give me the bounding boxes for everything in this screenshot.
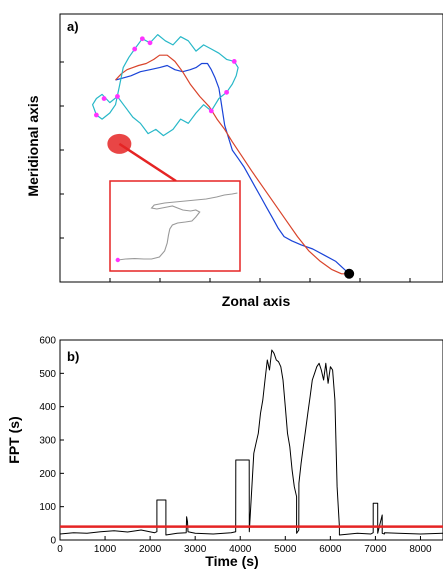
panel-b-ticks: 0 1000 2000 3000 4000 5000 6000 7000 8000 0 100 200… (39, 336, 432, 556)
panel-b-series (59, 349, 443, 536)
panel-b-y-tick-label: 0 (50, 536, 56, 547)
panel-b-x-tick-label: 7000 (364, 544, 387, 555)
panel-b-x-tick-label: 0 (57, 544, 63, 555)
panel-b-x-tick-label: 5000 (274, 544, 297, 555)
panel-a-trajectory-plot: a) Meridional axis Zonal axis (25, 13, 443, 309)
inset-track-line (117, 192, 238, 261)
track-point (139, 36, 145, 42)
track-series-line (115, 62, 350, 275)
panel-b-x-tick-label: 6000 (319, 544, 342, 555)
track-series-line (115, 54, 350, 275)
panel-b-x-axis-title: Time (s) (205, 553, 258, 569)
track-point (132, 46, 138, 52)
track-point (224, 89, 230, 95)
panel-a-markers (93, 36, 355, 279)
panel-b-frame (59, 339, 443, 541)
panel-b-y-tick-label: 200 (39, 469, 56, 480)
inset-series (115, 192, 238, 263)
panel-b-y-tick-label: 300 (39, 436, 56, 447)
inset-frame (109, 180, 241, 272)
track-point (231, 59, 237, 64)
panel-b-x-tick-label: 4000 (229, 544, 252, 555)
panel-a-label: a) (67, 19, 79, 34)
inset-track-point (115, 257, 121, 263)
track-point (208, 108, 214, 114)
panel-b-y-axis-title: FPT (s) (6, 416, 22, 463)
start-marker (344, 268, 355, 279)
track-point (93, 112, 99, 118)
panel-b-y-tick-label: 500 (39, 369, 56, 380)
panel-b-label: b) (67, 349, 79, 364)
panel-a-series (91, 33, 350, 275)
panel-b-y-tick-label: 100 (39, 502, 56, 513)
track-point (147, 40, 153, 46)
panel-b-x-tick-label: 8000 (409, 544, 432, 555)
track-point (115, 94, 120, 99)
panel-b-x-tick-label: 2000 (139, 544, 162, 555)
fpt-series-line (59, 349, 443, 536)
panel-b-fpt-plot: 0 1000 2000 3000 4000 5000 6000 7000 8000 0 100 200… (6, 336, 443, 569)
track-point (101, 96, 107, 101)
inset-connector-line (118, 142, 177, 183)
panel-a-x-axis-title: Zonal axis (222, 293, 291, 309)
panel-a-inset (109, 180, 241, 272)
panel-b-y-tick-label: 400 (39, 402, 56, 413)
panel-b-y-tick-label: 600 (39, 336, 56, 347)
panel-a-ticks (60, 61, 411, 282)
track-series-line (91, 33, 239, 137)
panel-a-y-axis-title: Meridional axis (25, 95, 41, 196)
panel-b-x-tick-label: 1000 (94, 544, 117, 555)
panel-b-x-tick-label: 3000 (184, 544, 207, 555)
